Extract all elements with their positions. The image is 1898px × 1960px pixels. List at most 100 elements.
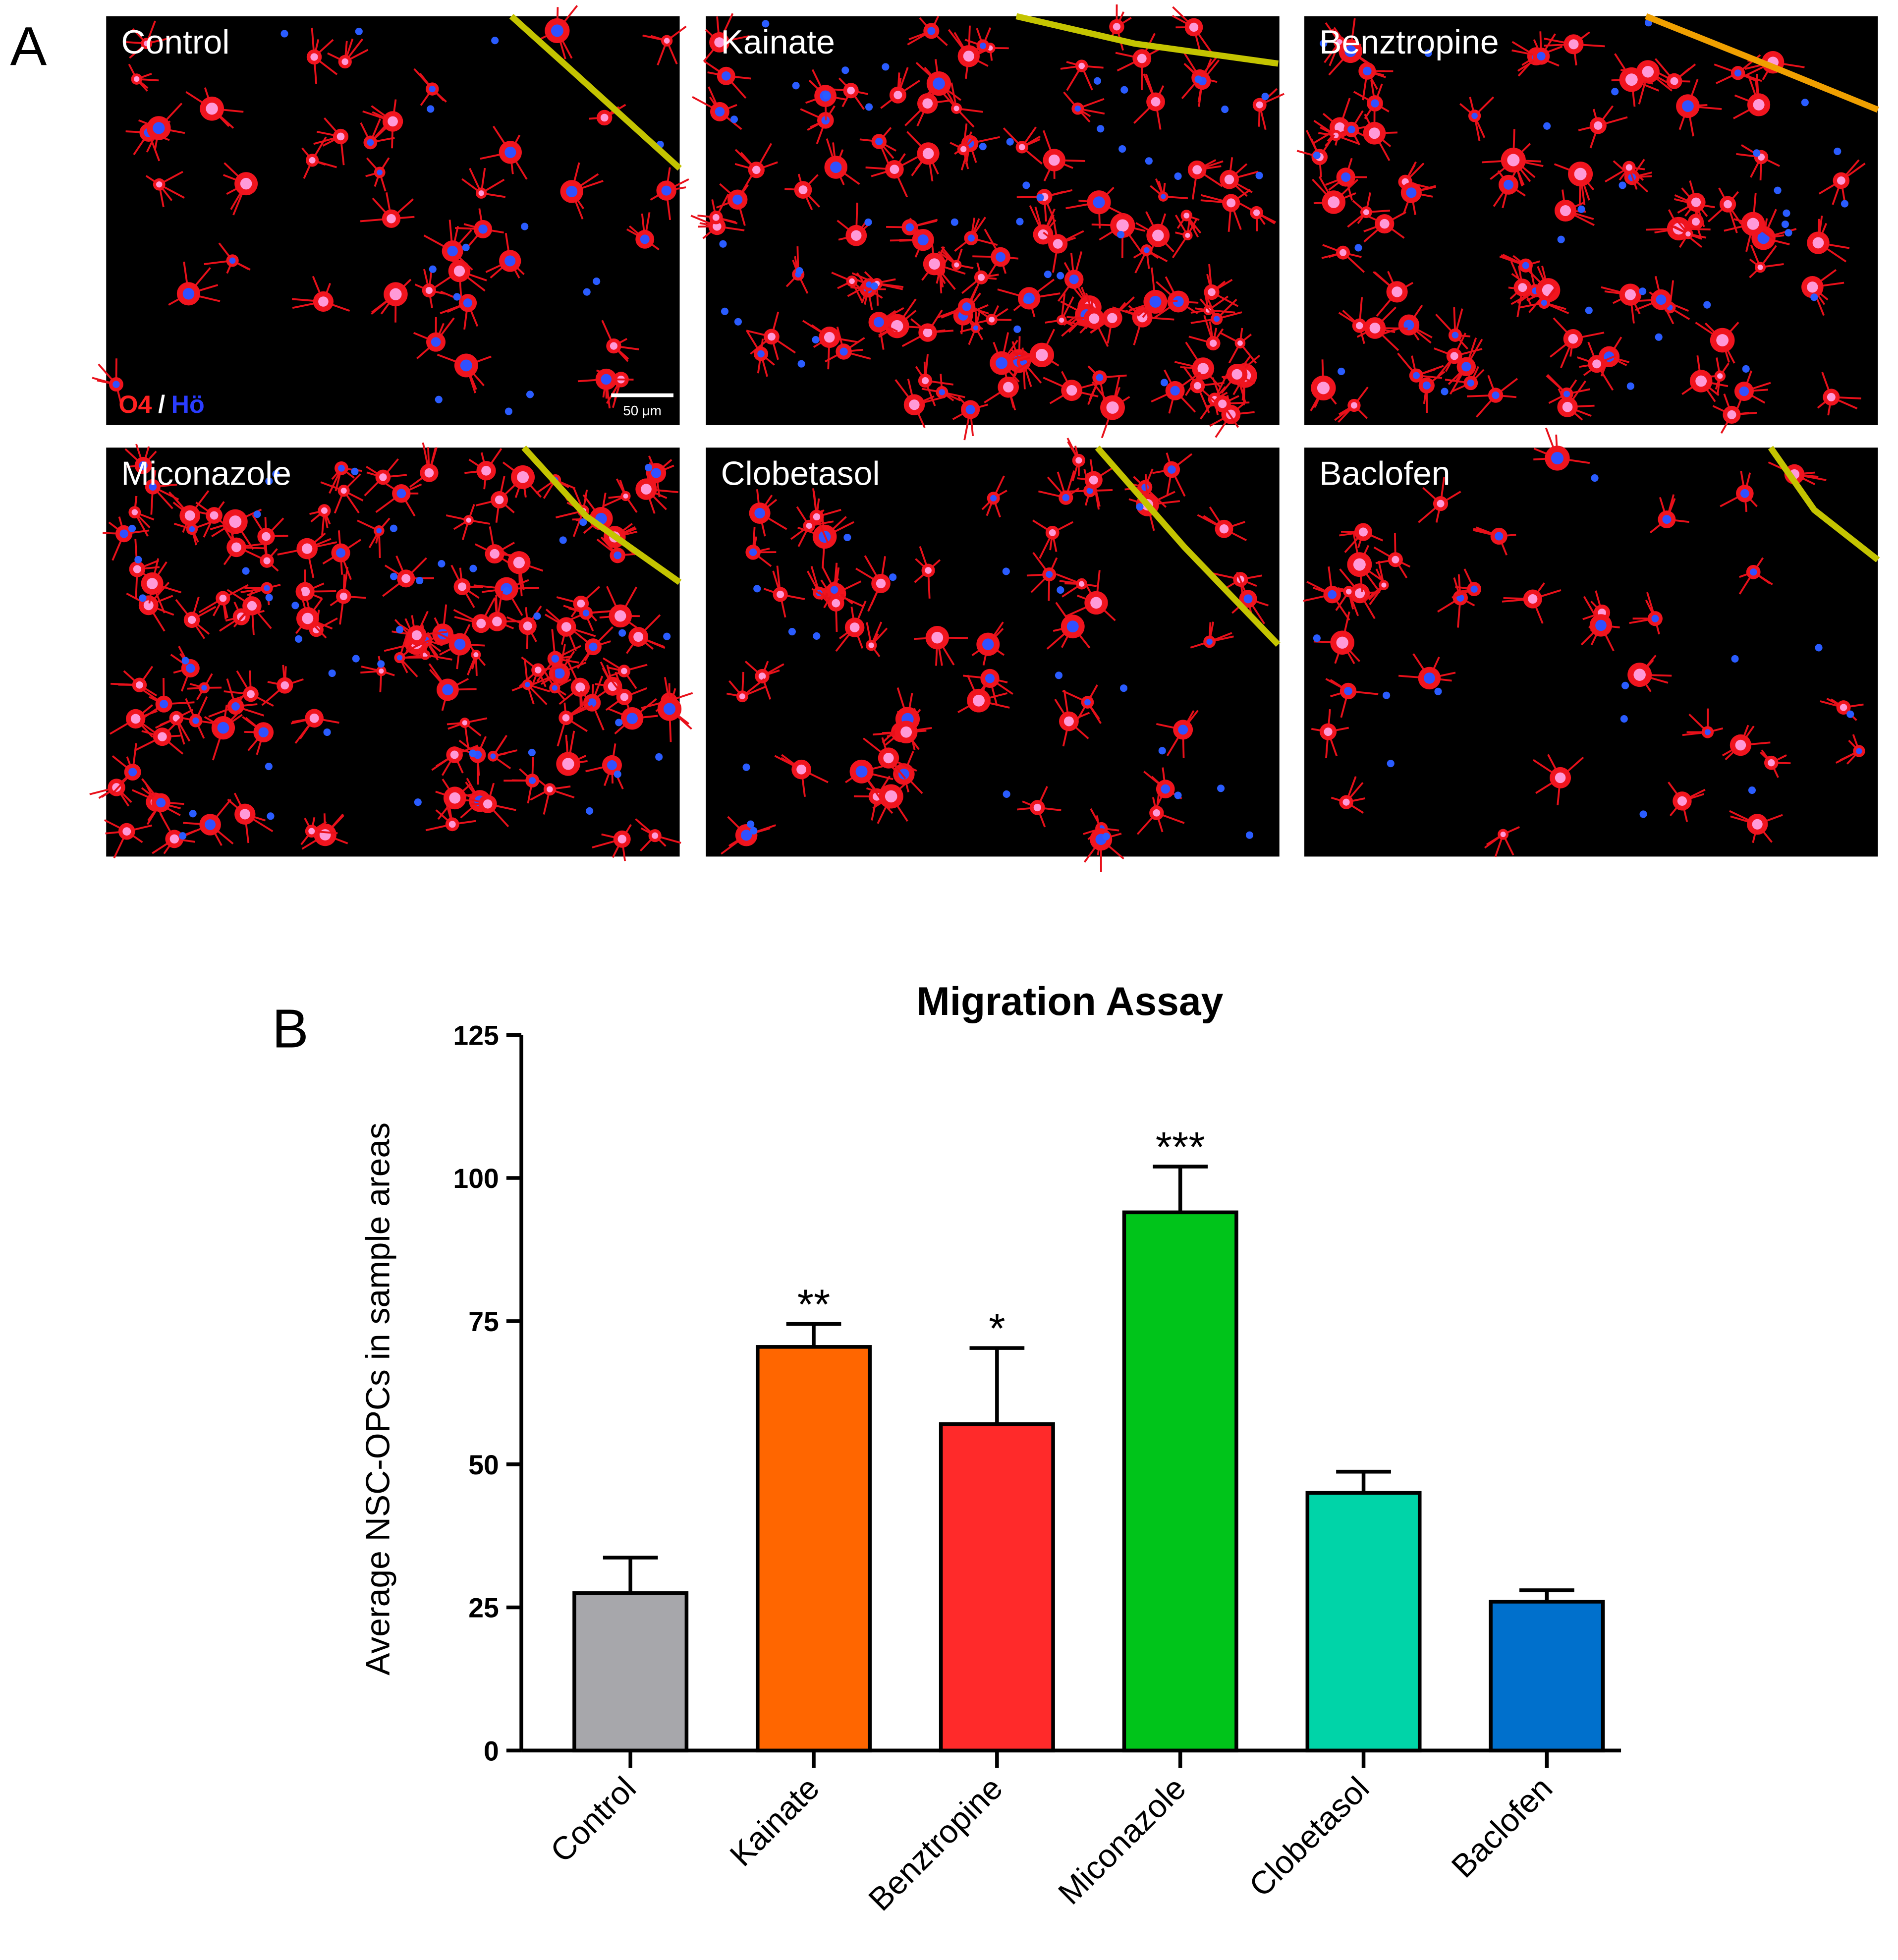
nucleus [1057, 586, 1064, 594]
nucleus [133, 565, 141, 573]
nucleus [922, 148, 934, 160]
nucleus [534, 667, 542, 673]
nucleus [466, 517, 471, 523]
nucleus [1807, 281, 1818, 293]
nucleus [1185, 232, 1190, 238]
nucleus [1059, 317, 1064, 323]
nucleus [396, 626, 404, 634]
nucleus [1003, 382, 1014, 392]
nucleus [600, 113, 609, 122]
nucleus [112, 381, 120, 388]
nucleus [1237, 340, 1243, 346]
nucleus [965, 404, 975, 415]
nucleus [158, 732, 167, 741]
nucleus [379, 668, 384, 674]
nucleus [265, 762, 273, 771]
nucleus [864, 218, 872, 226]
micrograph-label: Clobetasol [721, 455, 880, 493]
nucleus [1057, 272, 1064, 280]
nucleus [1013, 325, 1021, 333]
nucleus [663, 632, 671, 640]
panel-label: B [272, 998, 309, 1059]
nucleus [239, 809, 250, 820]
nucleus [849, 622, 860, 632]
nucleus [1451, 332, 1459, 339]
y-tick-label: 125 [453, 1020, 499, 1051]
nucleus [822, 91, 830, 99]
nucleus [309, 713, 319, 723]
nucleus [201, 685, 207, 691]
nucleus [547, 786, 553, 793]
nucleus [192, 717, 199, 724]
nucleus [1044, 270, 1052, 279]
nucleus [1018, 144, 1025, 151]
nucleus [1846, 710, 1854, 718]
nucleus [1856, 748, 1862, 754]
nucleus [1338, 367, 1345, 376]
nucleus [1537, 52, 1546, 60]
nucleus [1172, 296, 1184, 307]
nucleus [960, 146, 967, 153]
nucleus [396, 489, 406, 499]
nucleus [1069, 275, 1079, 284]
nucleus [1810, 293, 1818, 301]
nucleus [1145, 157, 1153, 165]
nucleus [1518, 283, 1527, 292]
y-tick-label: 100 [453, 1163, 499, 1194]
nucleus [388, 116, 398, 127]
nucleus [144, 40, 150, 47]
nucleus [424, 468, 434, 478]
nucleus [1752, 819, 1763, 830]
nucleus [921, 377, 929, 385]
nucleus [425, 287, 433, 294]
nucleus [1208, 288, 1216, 296]
nucleus [985, 673, 995, 683]
nucleus [620, 693, 629, 701]
nucleus [1670, 77, 1678, 85]
nucleus [1492, 392, 1500, 399]
nucleus [713, 222, 722, 231]
nucleus [318, 296, 329, 307]
nucleus [265, 477, 273, 485]
nucleus [954, 262, 959, 268]
nucleus [1036, 193, 1044, 202]
nucleus [1639, 287, 1647, 295]
nucleus [1551, 451, 1564, 465]
nucleus [851, 230, 862, 241]
nucleus [139, 461, 148, 470]
nucleus [187, 616, 196, 624]
nucleus [1753, 149, 1761, 157]
nucleus [1461, 362, 1471, 372]
nucleus [551, 24, 563, 37]
nucleus [503, 587, 511, 595]
nucleus [752, 166, 761, 174]
nucleus [130, 714, 141, 724]
nucleus [1592, 359, 1602, 369]
nucleus [1695, 375, 1707, 387]
nucleus [1471, 112, 1478, 119]
nucleus [1703, 301, 1711, 309]
nucleus [396, 655, 403, 661]
nucleus [1368, 127, 1380, 139]
nucleus [909, 399, 920, 410]
nucleus [219, 594, 227, 602]
nucleus [1261, 93, 1269, 101]
nucleus [847, 86, 855, 95]
nucleus [1585, 306, 1593, 314]
nucleus [1137, 54, 1147, 63]
nucleus [253, 510, 261, 518]
bar [939, 1422, 1055, 1753]
nucleus [1568, 334, 1578, 344]
bar [1489, 1600, 1605, 1753]
micrograph: Kainate [690, 4, 1284, 441]
nucleus [1344, 45, 1357, 57]
nucleus [1006, 138, 1014, 146]
nucleus [925, 567, 932, 574]
nucleus [1504, 179, 1513, 190]
nucleus [767, 333, 776, 341]
micrograph-background [1304, 448, 1878, 857]
nucleus [478, 190, 484, 196]
nucleus [1656, 294, 1667, 305]
nucleus [476, 618, 486, 628]
